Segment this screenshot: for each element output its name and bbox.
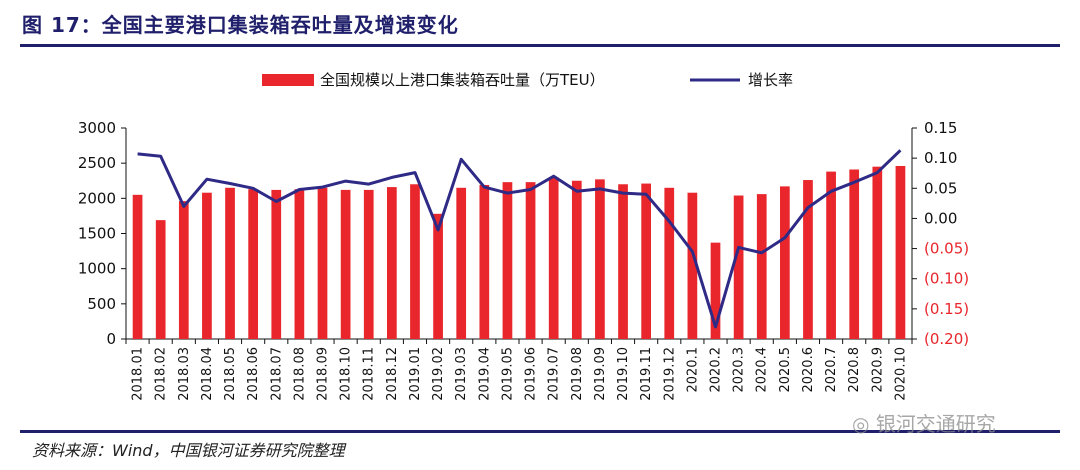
x-tick-label: 2018.03 <box>177 347 192 401</box>
bar <box>548 177 559 339</box>
x-tick-label: 2018.09 <box>316 347 331 401</box>
bar <box>248 189 259 339</box>
bar <box>826 171 836 339</box>
x-tick-label: 2020.8 <box>847 347 862 393</box>
x-tick-label: 2018.04 <box>200 347 215 401</box>
bar <box>525 182 536 339</box>
x-tick-label: 2018.11 <box>362 347 377 401</box>
legend-label-bar: 全国规模以上港口集装箱吞吐量（万TEU） <box>320 71 605 89</box>
source-note: 资料来源：Wind，中国银河证券研究院整理 <box>32 441 345 460</box>
x-tick-label: 2020.1 <box>685 347 700 393</box>
wechat-icon: ◎ <box>852 412 870 436</box>
x-tick-label: 2018.01 <box>131 347 146 401</box>
x-tick-label: 2020.5 <box>778 347 793 393</box>
bar <box>733 195 744 339</box>
y-right-tick-label: 0.00 <box>924 209 957 227</box>
bar <box>710 242 721 339</box>
y-right-tick-label: 0.15 <box>924 119 957 137</box>
x-tick-label: 2019.07 <box>547 347 562 401</box>
x-tick-label: 2020.3 <box>732 347 747 393</box>
bar <box>456 187 467 339</box>
x-tick-label: 2018.12 <box>385 347 400 401</box>
y-left-tick-label: 3000 <box>78 119 116 137</box>
title-rule <box>20 44 1060 47</box>
y-left-tick-label: 500 <box>87 295 116 313</box>
y-right-tick-label: (0.10) <box>924 270 969 288</box>
watermark-text: 银河交通研究 <box>875 412 996 436</box>
x-tick-label: 2019.05 <box>500 347 515 401</box>
bar <box>687 192 698 339</box>
x-tick-label: 2019.04 <box>477 347 492 401</box>
y-right-tick-label: (0.20) <box>924 330 969 348</box>
x-tick-label: 2019.01 <box>408 347 423 401</box>
y-right-tick-label: (0.05) <box>924 240 969 258</box>
x-tick-label: 2018.10 <box>339 347 354 401</box>
bar <box>618 184 628 339</box>
bar <box>502 182 513 339</box>
x-tick-label: 2020.6 <box>801 347 816 393</box>
bar <box>895 165 906 339</box>
x-tick-label: 2019.06 <box>524 347 539 401</box>
y-right-tick-label: 0.05 <box>924 179 957 197</box>
bar <box>317 187 328 339</box>
bar <box>756 194 767 339</box>
x-tick-label: 2019.11 <box>639 347 654 401</box>
x-tick-label: 2020.4 <box>755 347 770 393</box>
bar <box>571 180 582 339</box>
bar <box>178 201 189 339</box>
x-tick-label: 2019.09 <box>593 347 608 401</box>
y-left-tick-label: 1500 <box>78 225 116 243</box>
x-tick-label: 2019.08 <box>570 347 585 401</box>
y-right-tick-label: (0.15) <box>924 300 969 318</box>
bar <box>779 186 790 339</box>
x-tick-label: 2020.10 <box>893 347 908 401</box>
bar <box>202 192 212 339</box>
y-left-tick-label: 1000 <box>78 260 116 278</box>
legend: 全国规模以上港口集装箱吞吐量（万TEU） 增长率 <box>262 71 793 89</box>
x-tick-label: 2019.02 <box>431 347 446 401</box>
y-right-tick-label: 0.10 <box>924 149 957 167</box>
bar <box>664 187 675 339</box>
footer-rule <box>20 430 1060 433</box>
y-left-tick-label: 2500 <box>78 154 116 172</box>
x-tick-label: 2018.06 <box>246 347 261 401</box>
x-tick-label: 2019.03 <box>454 347 469 401</box>
x-tick-label: 2019.12 <box>662 347 677 401</box>
bar <box>271 189 282 339</box>
x-tick-label: 2018.07 <box>269 347 284 401</box>
bar <box>641 183 652 339</box>
chart-title: 图 17：全国主要港口集装箱吞吐量及增速变化 <box>22 13 459 37</box>
x-tick-label: 2019.10 <box>616 347 631 401</box>
bar <box>340 189 351 339</box>
bar <box>433 213 443 339</box>
bar <box>225 187 235 339</box>
x-tick-label: 2018.02 <box>154 347 169 401</box>
bar <box>803 180 813 339</box>
y-left-tick-label: 0 <box>106 330 116 348</box>
growth-rate-line <box>137 149 902 329</box>
watermark: ◎ 银河交通研究 <box>852 408 996 437</box>
bar <box>132 194 143 339</box>
legend-swatch-bar <box>262 74 314 86</box>
x-tick-label: 2018.05 <box>223 347 238 401</box>
bar <box>155 220 166 339</box>
legend-label-line: 增长率 <box>748 71 793 89</box>
bar <box>479 184 490 339</box>
x-tick-label: 2020.9 <box>870 347 885 393</box>
bar <box>872 166 883 339</box>
x-tick-label: 2020.7 <box>824 347 839 393</box>
bar <box>386 187 397 339</box>
x-tick-label: 2018.08 <box>292 347 307 401</box>
bar <box>595 179 605 339</box>
bar <box>363 189 374 339</box>
bar <box>410 184 420 339</box>
y-left-tick-label: 2000 <box>78 189 116 207</box>
x-tick-label: 2020.2 <box>709 347 724 393</box>
bar <box>849 169 860 339</box>
bar <box>294 189 305 339</box>
